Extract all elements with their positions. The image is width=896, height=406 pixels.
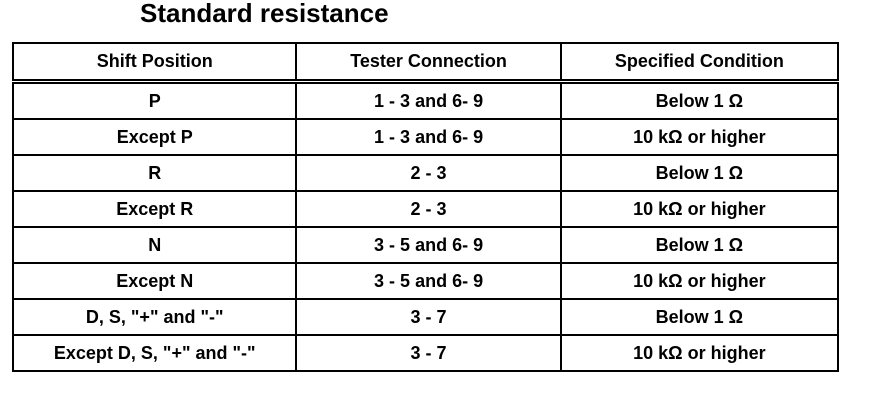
shift-position-cell: P [11,80,298,120]
header-specified-condition: Specified Condition [559,42,840,84]
specified-condition-cell: Below 1 Ω [559,226,840,264]
shift-position-cell: R [11,154,298,192]
tester-connection-cell: 3 - 7 [295,334,562,372]
specified-condition-cell: Below 1 Ω [559,154,840,192]
shift-position-cell: N [11,226,298,264]
shift-position-cell: Except R [11,190,298,228]
shift-position-cell: Except P [11,118,298,156]
tester-connection-cell: 3 - 5 and 6- 9 [295,226,562,264]
shift-position-cell: D, S, "+" and "-" [11,298,298,336]
shift-position-cell: Except N [11,262,298,300]
specified-condition-cell: 10 kΩ or higher [559,262,840,300]
resistance-table: Shift Position Tester Connection Specifi… [11,42,840,372]
specified-condition-cell: 10 kΩ or higher [559,190,840,228]
specified-condition-cell: Below 1 Ω [559,298,840,336]
specified-condition-cell: 10 kΩ or higher [559,334,840,372]
specified-condition-cell: Below 1 Ω [559,80,840,120]
header-tester-connection: Tester Connection [295,42,562,84]
page-title: Standard resistance [140,0,389,28]
specified-condition-cell: 10 kΩ or higher [559,118,840,156]
tester-connection-cell: 2 - 3 [295,154,562,192]
tester-connection-cell: 1 - 3 and 6- 9 [295,80,562,120]
tester-connection-cell: 1 - 3 and 6- 9 [295,118,562,156]
tester-connection-cell: 3 - 7 [295,298,562,336]
header-shift-position: Shift Position [11,42,298,84]
shift-position-cell: Except D, S, "+" and "-" [11,334,298,372]
table-row: Except D, S, "+" and "-" 3 - 7 10 kΩ or hi… [11,334,840,372]
tester-connection-cell: 3 - 5 and 6- 9 [295,262,562,300]
table-row: D, S, "+" and "-" 3 - 7 Below 1 Ω [11,298,840,336]
tester-connection-cell: 2 - 3 [295,190,562,228]
header-row: Shift Position Tester Connection Specifi… [11,42,840,84]
